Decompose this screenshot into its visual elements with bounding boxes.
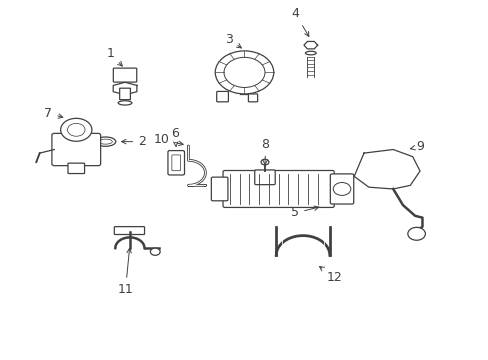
Circle shape bbox=[261, 159, 268, 165]
FancyBboxPatch shape bbox=[223, 171, 333, 207]
Text: 5: 5 bbox=[291, 206, 318, 220]
FancyBboxPatch shape bbox=[171, 155, 180, 171]
FancyBboxPatch shape bbox=[254, 170, 275, 185]
Text: 9: 9 bbox=[409, 140, 423, 153]
Text: 8: 8 bbox=[261, 138, 269, 165]
FancyBboxPatch shape bbox=[68, 163, 84, 174]
Text: 7: 7 bbox=[44, 107, 62, 120]
FancyBboxPatch shape bbox=[113, 68, 137, 82]
FancyBboxPatch shape bbox=[167, 150, 184, 175]
Text: 10: 10 bbox=[153, 133, 183, 146]
FancyBboxPatch shape bbox=[211, 177, 227, 201]
Circle shape bbox=[332, 183, 350, 195]
Ellipse shape bbox=[95, 137, 116, 146]
FancyBboxPatch shape bbox=[248, 94, 257, 102]
Text: 4: 4 bbox=[291, 8, 308, 36]
Text: 11: 11 bbox=[118, 248, 133, 296]
Ellipse shape bbox=[118, 101, 132, 105]
Polygon shape bbox=[304, 41, 317, 49]
Circle shape bbox=[407, 227, 425, 240]
Text: 1: 1 bbox=[106, 47, 122, 66]
Text: 12: 12 bbox=[319, 266, 342, 284]
Text: 3: 3 bbox=[224, 32, 241, 48]
Circle shape bbox=[61, 118, 92, 141]
Polygon shape bbox=[353, 149, 419, 189]
Circle shape bbox=[150, 248, 160, 255]
FancyBboxPatch shape bbox=[120, 88, 130, 100]
Circle shape bbox=[67, 123, 85, 136]
FancyBboxPatch shape bbox=[114, 226, 144, 234]
Circle shape bbox=[215, 51, 273, 94]
Polygon shape bbox=[113, 82, 137, 95]
Ellipse shape bbox=[305, 51, 316, 55]
FancyBboxPatch shape bbox=[216, 91, 228, 102]
Circle shape bbox=[224, 57, 264, 87]
Ellipse shape bbox=[99, 139, 112, 144]
FancyBboxPatch shape bbox=[52, 134, 101, 166]
Text: 2: 2 bbox=[122, 135, 146, 148]
Text: 6: 6 bbox=[171, 127, 179, 147]
FancyBboxPatch shape bbox=[330, 174, 353, 204]
